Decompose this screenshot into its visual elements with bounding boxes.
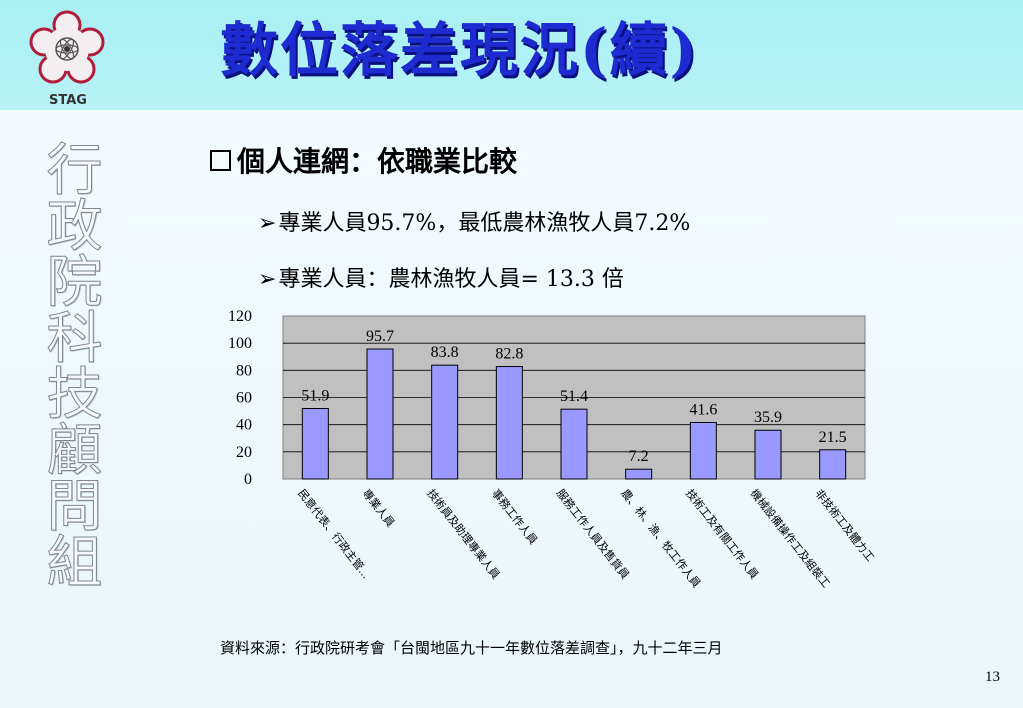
x-tick-label: 民意代表、行政主管... [295,486,373,581]
y-tick-label: 20 [236,444,252,461]
page-title: 數位落差現況(續) [220,16,699,84]
bar [625,468,653,480]
header-band [0,0,1023,110]
data-label: 35.9 [754,409,782,426]
data-label: 41.6 [689,401,717,418]
x-tick-label: 技術員及助理專業人員 [424,486,503,581]
logo-text: STAG [49,93,87,108]
data-label: 51.9 [301,388,329,405]
side-vertical-text: 行政院科技顧問組 [37,140,103,589]
bullet-item: ➢專業人員：農林漁牧人員= 13.3 倍 [258,261,624,293]
bar [754,429,782,480]
y-tick-label: 80 [236,362,252,379]
y-tick-label: 0 [244,471,252,488]
data-label: 95.7 [366,328,394,345]
x-tick-label: 專業人員 [360,487,397,530]
section-heading-text: 個人連網：依職業比較 [237,145,518,178]
bar [366,348,394,480]
x-tick-label: 非技術工及體力工 [812,487,876,564]
data-label: 82.8 [495,346,523,363]
data-label: 51.4 [560,388,588,405]
bullet-item: ➢專業人員95.7%，最低農林漁牧人員7.2% [258,205,690,237]
x-tick-label: 事務工作人員 [489,486,541,547]
y-tick-label: 120 [228,308,252,325]
stag-logo-icon [29,10,105,84]
data-label: 21.5 [819,429,847,446]
arrow-bullet-icon: ➢ [258,267,277,292]
page-number: 13 [985,669,1000,685]
bullet-text: 專業人員：農林漁牧人員= 13.3 倍 [278,267,624,292]
y-tick-label: 40 [236,417,252,434]
data-label: 7.2 [629,448,649,465]
bar [301,408,329,480]
bar [495,366,523,480]
bar [819,449,847,480]
bullet-text: 專業人員95.7%，最低農林漁牧人員7.2% [278,211,691,236]
data-label: 83.8 [431,344,459,361]
source-note: 資料來源：行政院研考會「台閩地區九十一年數位落差調查」，九十二年三月 [220,639,723,657]
x-tick-label: 服務工作人員及售貨員 [554,486,633,581]
x-tick-label: 技術工及有關工作人員 [683,486,762,581]
bar [431,364,459,480]
bar [560,408,588,480]
bar-chart: 0 20 40 60 80 100 120 51.9 民意代表、行政主管... 95.7 專業人員 8… [228,308,877,590]
section-heading: 個人連網：依職業比較 [210,140,517,180]
arrow-bullet-icon: ➢ [258,211,277,236]
y-tick-label: 60 [236,390,252,407]
bar [689,421,717,480]
checkbox-bullet-icon [210,150,231,171]
y-tick-label: 100 [228,335,252,352]
